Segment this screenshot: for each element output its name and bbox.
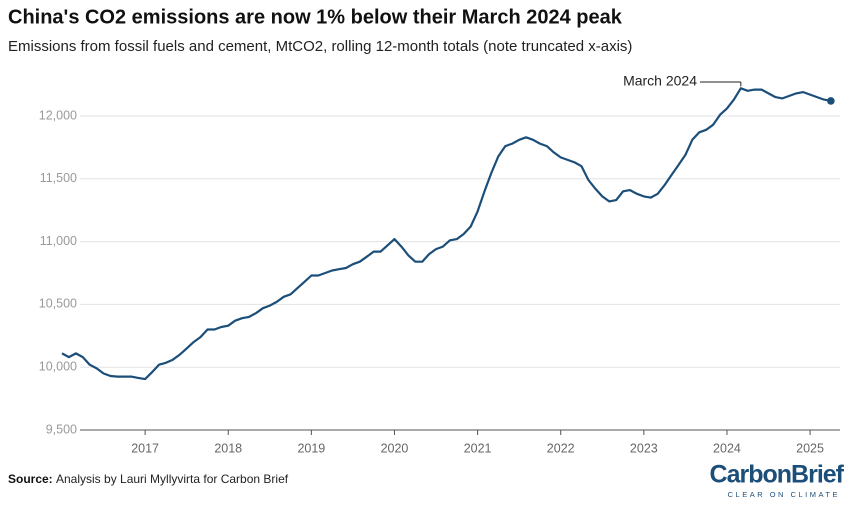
x-tick-label: 2021 [464, 441, 492, 455]
logo-tagline: CLEAR ON CLIMATE [728, 490, 840, 499]
y-tick-label: 9,500 [46, 422, 77, 436]
logo: CarbonBrief [710, 461, 845, 489]
y-tick-label: 11,500 [40, 171, 77, 185]
chart-title: China's CO2 emissions are now 1% below t… [8, 6, 623, 28]
end-point [827, 97, 835, 105]
x-tick-label: 2019 [297, 441, 325, 455]
y-tick-label: 10,000 [39, 359, 77, 373]
x-tick-label: 2018 [214, 441, 242, 455]
line [61, 87, 832, 381]
x-tick-label: 2024 [713, 441, 741, 455]
x-tick-label: 2022 [547, 441, 575, 455]
x-tick-label: 2023 [630, 441, 658, 455]
source-label: Source: [8, 472, 53, 486]
x-tick-label: 2020 [381, 441, 409, 455]
y-tick-label: 10,500 [39, 297, 77, 311]
source-text: Analysis by Lauri Myllyvirta for Carbon … [56, 472, 289, 486]
x-tick-label: 2025 [796, 441, 824, 455]
x-tick-label: 2017 [131, 441, 159, 455]
annotation: March 2024 [623, 73, 697, 89]
chart-subtitle: Emissions from fossil fuels and cement, … [8, 38, 632, 55]
y-tick-label: 11,000 [40, 234, 77, 248]
y-tick-label: 12,000 [39, 108, 77, 122]
